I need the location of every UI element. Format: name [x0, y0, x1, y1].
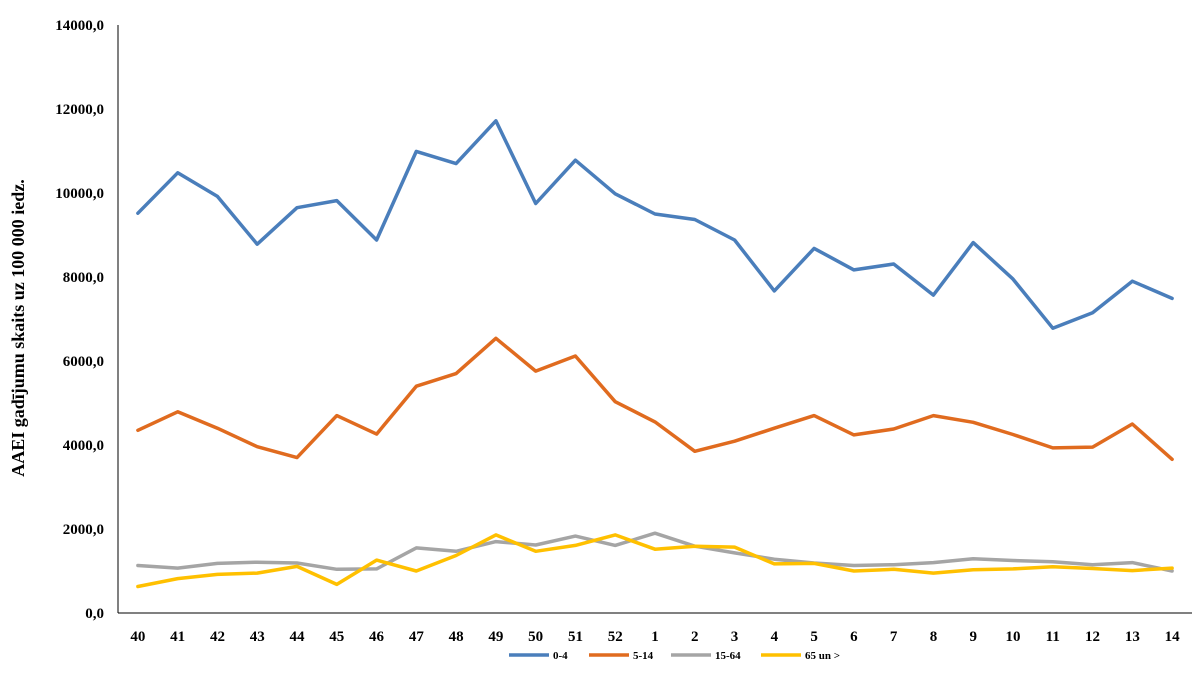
y-axis-ticks: 0,0 2000,0 4000,0 6000,0 8000,0 10000,0 12000,…	[55, 18, 104, 622]
x-tick-label: 6	[850, 629, 858, 645]
x-tick-label: 45	[329, 629, 344, 645]
y-tick-label: 4000,0	[63, 438, 104, 454]
x-tick-label: 42	[210, 629, 225, 645]
x-tick-label: 3	[731, 629, 739, 645]
x-tick-label: 8	[930, 629, 938, 645]
x-tick-label: 50	[528, 629, 543, 645]
y-axis-label: AAEI gadījumu skaits uz 100 000 iedz.	[8, 179, 28, 477]
series-line-15-64	[136, 531, 1174, 573]
y-tick-label: 12000,0	[55, 102, 104, 118]
x-tick-label: 46	[369, 629, 385, 645]
legend-label: 15-64	[715, 650, 741, 662]
x-tick-label: 14	[1165, 629, 1181, 645]
x-tick-label: 51	[568, 629, 583, 645]
x-tick-label: 43	[250, 629, 265, 645]
x-tick-label: 49	[488, 629, 503, 645]
x-axis-ticks: 40 41 42 43 44 45 46 47 48 49 50 51 52 1 2 3 4 5 6 7 8 9 10 11 1…	[130, 629, 1180, 645]
y-tick-label: 14000,0	[55, 18, 104, 34]
x-tick-label: 12	[1085, 629, 1100, 645]
x-tick-label: 47	[409, 629, 425, 645]
y-tick-label: 2000,0	[63, 522, 104, 538]
series-line-0-4	[136, 119, 1174, 330]
y-tick-label: 8000,0	[63, 270, 104, 286]
x-tick-label: 9	[969, 629, 977, 645]
legend-label: 0-4	[553, 650, 568, 662]
legend: 0-4 5-14 15-64 65 un >	[509, 650, 840, 662]
legend-label: 65 un >	[805, 650, 840, 662]
x-tick-label: 4	[771, 629, 779, 645]
y-tick-label: 6000,0	[63, 354, 104, 370]
x-tick-label: 52	[608, 629, 623, 645]
x-tick-label: 1	[651, 629, 659, 645]
x-tick-label: 40	[130, 629, 145, 645]
x-tick-label: 41	[170, 629, 185, 645]
x-tick-label: 2	[691, 629, 699, 645]
series-lines	[136, 119, 1174, 589]
x-tick-label: 44	[290, 629, 306, 645]
series-line-65-un-	[136, 533, 1174, 589]
legend-label: 5-14	[633, 650, 654, 662]
x-tick-label: 13	[1125, 629, 1140, 645]
x-tick-label: 5	[810, 629, 818, 645]
x-tick-label: 10	[1006, 629, 1021, 645]
x-tick-label: 7	[890, 629, 898, 645]
series-line-5-14	[136, 336, 1174, 462]
y-tick-label: 0,0	[85, 606, 104, 622]
y-tick-label: 10000,0	[55, 186, 104, 202]
x-tick-label: 48	[449, 629, 464, 645]
x-tick-label: 11	[1046, 629, 1060, 645]
